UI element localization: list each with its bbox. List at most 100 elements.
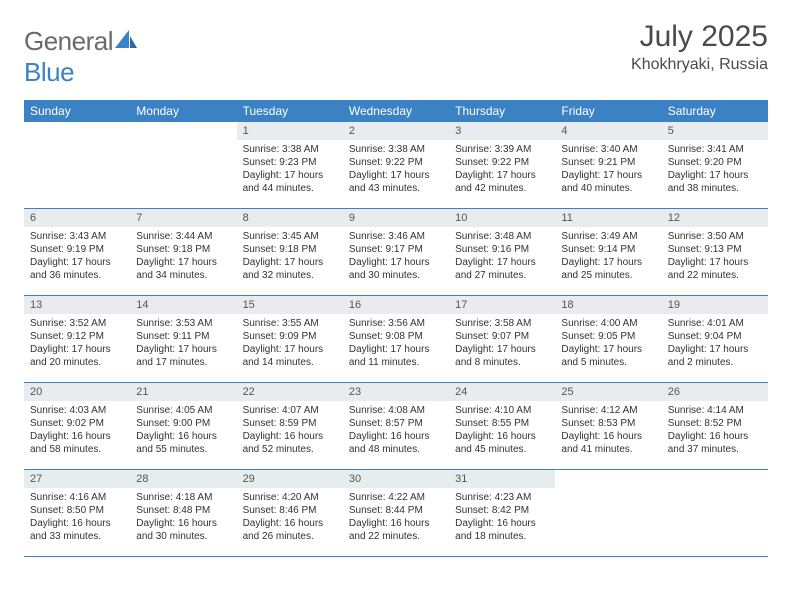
daylight-line: Daylight: 17 hours and 43 minutes. bbox=[349, 169, 443, 195]
day-number: 27 bbox=[24, 470, 130, 488]
brand-part1: General bbox=[24, 26, 113, 56]
week-row: 6Sunrise: 3:43 AMSunset: 9:19 PMDaylight… bbox=[24, 209, 768, 296]
day-number: 2 bbox=[343, 122, 449, 140]
sunset-line: Sunset: 9:13 PM bbox=[668, 243, 762, 256]
day-body: Sunrise: 4:07 AMSunset: 8:59 PMDaylight:… bbox=[237, 401, 343, 462]
day-number: 3 bbox=[449, 122, 555, 140]
daylight-line: Daylight: 17 hours and 32 minutes. bbox=[243, 256, 337, 282]
sunrise-line: Sunrise: 4:22 AM bbox=[349, 491, 443, 504]
sunrise-line: Sunrise: 3:39 AM bbox=[455, 143, 549, 156]
day-body: Sunrise: 4:03 AMSunset: 9:02 PMDaylight:… bbox=[24, 401, 130, 462]
day-body: Sunrise: 3:53 AMSunset: 9:11 PMDaylight:… bbox=[130, 314, 236, 375]
day-body: Sunrise: 4:08 AMSunset: 8:57 PMDaylight:… bbox=[343, 401, 449, 462]
day-body: Sunrise: 3:46 AMSunset: 9:17 PMDaylight:… bbox=[343, 227, 449, 288]
sunrise-line: Sunrise: 3:52 AM bbox=[30, 317, 124, 330]
day-number: 14 bbox=[130, 296, 236, 314]
daylight-line: Daylight: 17 hours and 8 minutes. bbox=[455, 343, 549, 369]
sunset-line: Sunset: 8:59 PM bbox=[243, 417, 337, 430]
weekday-sunday: Sunday bbox=[24, 100, 130, 122]
sunrise-line: Sunrise: 4:01 AM bbox=[668, 317, 762, 330]
week-row: 1Sunrise: 3:38 AMSunset: 9:23 PMDaylight… bbox=[24, 122, 768, 209]
sunset-line: Sunset: 9:02 PM bbox=[30, 417, 124, 430]
day-body: Sunrise: 3:55 AMSunset: 9:09 PMDaylight:… bbox=[237, 314, 343, 375]
daylight-line: Daylight: 17 hours and 36 minutes. bbox=[30, 256, 124, 282]
day-cell-empty bbox=[555, 470, 661, 556]
daylight-line: Daylight: 17 hours and 27 minutes. bbox=[455, 256, 549, 282]
sunrise-line: Sunrise: 3:46 AM bbox=[349, 230, 443, 243]
daylight-line: Daylight: 17 hours and 42 minutes. bbox=[455, 169, 549, 195]
day-number: 12 bbox=[662, 209, 768, 227]
day-body: Sunrise: 3:39 AMSunset: 9:22 PMDaylight:… bbox=[449, 140, 555, 201]
daylight-line: Daylight: 16 hours and 37 minutes. bbox=[668, 430, 762, 456]
day-body: Sunrise: 3:50 AMSunset: 9:13 PMDaylight:… bbox=[662, 227, 768, 288]
day-cell: 31Sunrise: 4:23 AMSunset: 8:42 PMDayligh… bbox=[449, 470, 555, 556]
day-body: Sunrise: 4:22 AMSunset: 8:44 PMDaylight:… bbox=[343, 488, 449, 549]
day-cell: 28Sunrise: 4:18 AMSunset: 8:48 PMDayligh… bbox=[130, 470, 236, 556]
daylight-line: Daylight: 17 hours and 22 minutes. bbox=[668, 256, 762, 282]
day-number: 23 bbox=[343, 383, 449, 401]
daylight-line: Daylight: 17 hours and 2 minutes. bbox=[668, 343, 762, 369]
sunrise-line: Sunrise: 3:38 AM bbox=[243, 143, 337, 156]
sail-icon bbox=[115, 26, 137, 57]
sunrise-line: Sunrise: 4:03 AM bbox=[30, 404, 124, 417]
day-body: Sunrise: 4:23 AMSunset: 8:42 PMDaylight:… bbox=[449, 488, 555, 549]
day-cell: 17Sunrise: 3:58 AMSunset: 9:07 PMDayligh… bbox=[449, 296, 555, 382]
day-body: Sunrise: 3:45 AMSunset: 9:18 PMDaylight:… bbox=[237, 227, 343, 288]
daylight-line: Daylight: 16 hours and 58 minutes. bbox=[30, 430, 124, 456]
calendar: SundayMondayTuesdayWednesdayThursdayFrid… bbox=[24, 100, 768, 557]
day-cell: 10Sunrise: 3:48 AMSunset: 9:16 PMDayligh… bbox=[449, 209, 555, 295]
sunset-line: Sunset: 9:20 PM bbox=[668, 156, 762, 169]
weekday-thursday: Thursday bbox=[449, 100, 555, 122]
day-cell: 19Sunrise: 4:01 AMSunset: 9:04 PMDayligh… bbox=[662, 296, 768, 382]
sunset-line: Sunset: 9:18 PM bbox=[243, 243, 337, 256]
sunset-line: Sunset: 9:19 PM bbox=[30, 243, 124, 256]
location: Khokhryaki, Russia bbox=[631, 56, 768, 74]
day-body: Sunrise: 4:18 AMSunset: 8:48 PMDaylight:… bbox=[130, 488, 236, 549]
sunrise-line: Sunrise: 4:05 AM bbox=[136, 404, 230, 417]
daylight-line: Daylight: 16 hours and 52 minutes. bbox=[243, 430, 337, 456]
day-number: 30 bbox=[343, 470, 449, 488]
day-cell: 6Sunrise: 3:43 AMSunset: 9:19 PMDaylight… bbox=[24, 209, 130, 295]
daylight-line: Daylight: 16 hours and 22 minutes. bbox=[349, 517, 443, 543]
day-body: Sunrise: 4:00 AMSunset: 9:05 PMDaylight:… bbox=[555, 314, 661, 375]
daylight-line: Daylight: 17 hours and 17 minutes. bbox=[136, 343, 230, 369]
day-number: 29 bbox=[237, 470, 343, 488]
sunrise-line: Sunrise: 3:38 AM bbox=[349, 143, 443, 156]
day-number: 8 bbox=[237, 209, 343, 227]
day-cell: 1Sunrise: 3:38 AMSunset: 9:23 PMDaylight… bbox=[237, 122, 343, 208]
daylight-line: Daylight: 16 hours and 18 minutes. bbox=[455, 517, 549, 543]
daylight-line: Daylight: 16 hours and 48 minutes. bbox=[349, 430, 443, 456]
sunset-line: Sunset: 9:09 PM bbox=[243, 330, 337, 343]
day-body: Sunrise: 3:58 AMSunset: 9:07 PMDaylight:… bbox=[449, 314, 555, 375]
day-number: 13 bbox=[24, 296, 130, 314]
day-cell: 2Sunrise: 3:38 AMSunset: 9:22 PMDaylight… bbox=[343, 122, 449, 208]
day-body: Sunrise: 3:41 AMSunset: 9:20 PMDaylight:… bbox=[662, 140, 768, 201]
header: GeneralBlue July 2025 Khokhryaki, Russia bbox=[24, 20, 768, 88]
day-cell: 15Sunrise: 3:55 AMSunset: 9:09 PMDayligh… bbox=[237, 296, 343, 382]
sunrise-line: Sunrise: 4:08 AM bbox=[349, 404, 443, 417]
day-cell: 26Sunrise: 4:14 AMSunset: 8:52 PMDayligh… bbox=[662, 383, 768, 469]
day-body: Sunrise: 4:01 AMSunset: 9:04 PMDaylight:… bbox=[662, 314, 768, 375]
day-cell: 13Sunrise: 3:52 AMSunset: 9:12 PMDayligh… bbox=[24, 296, 130, 382]
day-number: 26 bbox=[662, 383, 768, 401]
sunrise-line: Sunrise: 4:10 AM bbox=[455, 404, 549, 417]
daylight-line: Daylight: 16 hours and 26 minutes. bbox=[243, 517, 337, 543]
weekday-friday: Friday bbox=[555, 100, 661, 122]
week-row: 27Sunrise: 4:16 AMSunset: 8:50 PMDayligh… bbox=[24, 470, 768, 557]
sunrise-line: Sunrise: 4:00 AM bbox=[561, 317, 655, 330]
day-body: Sunrise: 3:49 AMSunset: 9:14 PMDaylight:… bbox=[555, 227, 661, 288]
sunset-line: Sunset: 9:00 PM bbox=[136, 417, 230, 430]
daylight-line: Daylight: 17 hours and 25 minutes. bbox=[561, 256, 655, 282]
day-cell: 23Sunrise: 4:08 AMSunset: 8:57 PMDayligh… bbox=[343, 383, 449, 469]
weekday-header-row: SundayMondayTuesdayWednesdayThursdayFrid… bbox=[24, 100, 768, 122]
sunrise-line: Sunrise: 3:58 AM bbox=[455, 317, 549, 330]
day-cell-empty bbox=[662, 470, 768, 556]
day-number: 10 bbox=[449, 209, 555, 227]
sunset-line: Sunset: 9:16 PM bbox=[455, 243, 549, 256]
weekday-saturday: Saturday bbox=[662, 100, 768, 122]
sunrise-line: Sunrise: 3:45 AM bbox=[243, 230, 337, 243]
daylight-line: Daylight: 17 hours and 14 minutes. bbox=[243, 343, 337, 369]
day-cell: 9Sunrise: 3:46 AMSunset: 9:17 PMDaylight… bbox=[343, 209, 449, 295]
sunset-line: Sunset: 8:55 PM bbox=[455, 417, 549, 430]
sunrise-line: Sunrise: 3:40 AM bbox=[561, 143, 655, 156]
